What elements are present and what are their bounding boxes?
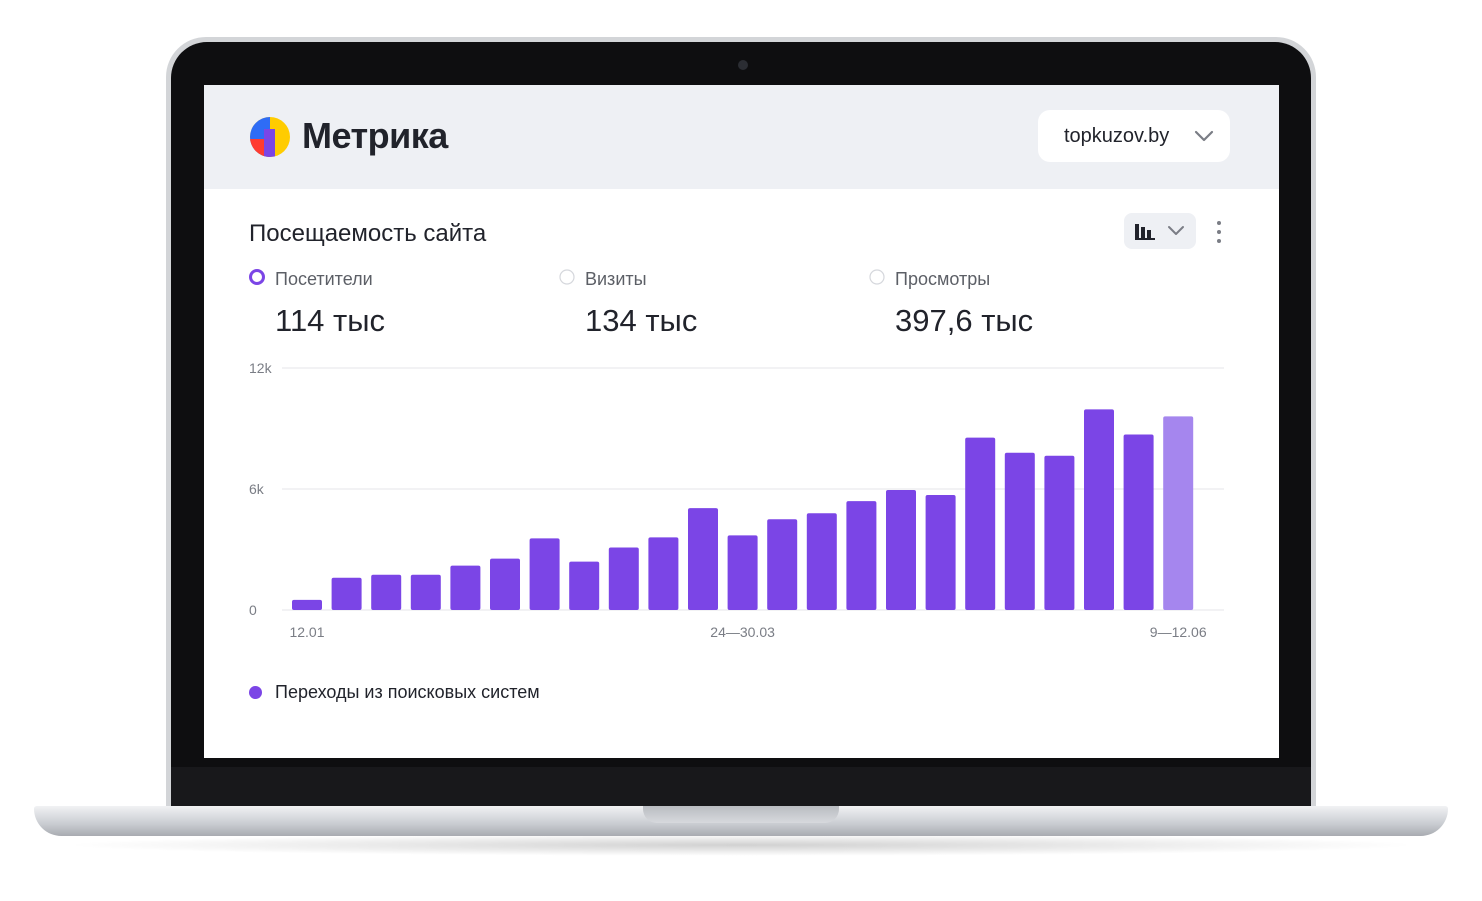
y-tick-label: 6k <box>249 481 265 497</box>
bar <box>1163 416 1194 610</box>
bar <box>292 599 322 610</box>
bar <box>371 574 402 610</box>
radio-icon[interactable] <box>869 269 885 285</box>
chevron-down-icon <box>1194 130 1214 142</box>
metric-label: Просмотры <box>895 269 991 289</box>
radio-icon[interactable] <box>559 269 575 285</box>
bar <box>1004 452 1035 610</box>
x-tick-label: 9—12.06 <box>1150 624 1207 640</box>
site-selector-value: topkuzov.by <box>1064 125 1170 147</box>
bar <box>648 537 679 610</box>
bar <box>608 547 639 610</box>
bar <box>846 501 877 610</box>
chevron-down-icon <box>1168 226 1184 235</box>
metric-value: 114 тыс <box>275 303 386 338</box>
radio-icon[interactable] <box>249 269 265 285</box>
x-tick-label: 12.01 <box>289 624 324 640</box>
bar <box>1044 455 1075 610</box>
more-vertical-icon[interactable] <box>1212 219 1226 245</box>
bar <box>1084 409 1114 610</box>
laptop-chin <box>171 767 1311 812</box>
y-tick-label: 0 <box>249 602 257 618</box>
legend-label[interactable]: Переходы из поисковых систем <box>275 682 540 702</box>
bar <box>490 558 520 610</box>
bar <box>410 574 441 610</box>
bar <box>925 495 956 610</box>
laptop-notch <box>643 806 839 823</box>
bar <box>331 577 362 610</box>
widget-title: Посещаемость сайта <box>249 220 487 247</box>
app-name: Метрика <box>302 115 448 156</box>
bar <box>529 538 560 610</box>
bar <box>806 513 837 610</box>
camera-icon <box>738 60 748 70</box>
metric-label: Посетители <box>275 269 373 289</box>
bar <box>965 437 996 610</box>
x-tick-label: 24—30.03 <box>710 624 775 640</box>
metric-value: 134 тыс <box>585 303 698 338</box>
y-tick-label: 12k <box>249 360 273 376</box>
metric-label: Визиты <box>585 269 647 289</box>
bar <box>569 561 600 610</box>
app-screen: Метрика topkuzov.by Посещаемость сайта <box>204 85 1279 758</box>
bar <box>1123 434 1154 610</box>
chart-type-button[interactable] <box>1124 213 1196 249</box>
site-selector[interactable]: topkuzov.by <box>1038 110 1230 162</box>
bar <box>886 490 916 610</box>
bar <box>688 508 718 610</box>
app-header: Метрика topkuzov.by <box>204 85 1279 189</box>
metric-value: 397,6 тыс <box>895 303 1034 338</box>
traffic-bar-chart: 12k 6k 0 12.01 24—30.03 9—12.06 <box>249 360 1224 640</box>
bar-chart-icon <box>1135 224 1155 240</box>
legend-dot <box>249 686 262 699</box>
bar <box>767 519 798 610</box>
bar <box>450 565 481 610</box>
laptop-shadow <box>60 834 1422 856</box>
bar <box>727 535 758 610</box>
yandex-metrica-logo-icon[interactable] <box>250 117 290 157</box>
